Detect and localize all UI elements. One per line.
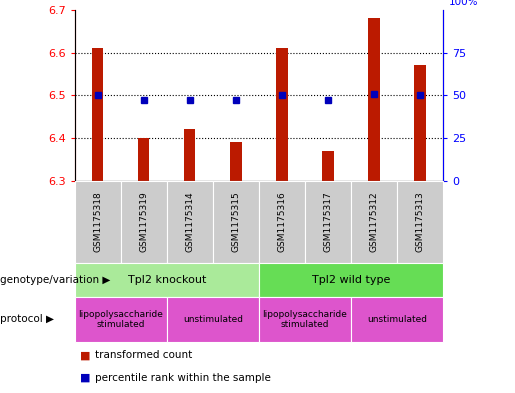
Text: GSM1175318: GSM1175318 <box>93 192 102 252</box>
Text: lipopolysaccharide
stimulated: lipopolysaccharide stimulated <box>78 310 163 329</box>
Text: ■: ■ <box>80 350 90 360</box>
Text: 100%: 100% <box>449 0 478 7</box>
Bar <box>92 48 104 181</box>
Text: lipopolysaccharide
stimulated: lipopolysaccharide stimulated <box>262 310 347 329</box>
Text: Tpl2 wild type: Tpl2 wild type <box>312 275 390 285</box>
Text: GSM1175319: GSM1175319 <box>139 192 148 252</box>
Bar <box>322 151 334 181</box>
Text: percentile rank within the sample: percentile rank within the sample <box>95 373 271 383</box>
Text: GSM1175312: GSM1175312 <box>369 192 379 252</box>
Bar <box>184 129 196 181</box>
Bar <box>414 65 425 181</box>
Text: ■: ■ <box>80 373 90 383</box>
Text: GSM1175314: GSM1175314 <box>185 192 194 252</box>
Bar <box>368 18 380 181</box>
Text: protocol ▶: protocol ▶ <box>0 314 54 324</box>
Text: transformed count: transformed count <box>95 350 193 360</box>
Bar <box>230 142 242 181</box>
Text: Tpl2 knockout: Tpl2 knockout <box>128 275 206 285</box>
Bar <box>138 138 149 181</box>
Text: GSM1175316: GSM1175316 <box>277 192 286 252</box>
Text: unstimulated: unstimulated <box>367 315 427 324</box>
Text: GSM1175313: GSM1175313 <box>416 192 424 252</box>
Text: genotype/variation ▶: genotype/variation ▶ <box>0 275 110 285</box>
Text: GSM1175317: GSM1175317 <box>323 192 332 252</box>
Text: GSM1175315: GSM1175315 <box>231 192 241 252</box>
Bar <box>276 48 287 181</box>
Text: unstimulated: unstimulated <box>183 315 243 324</box>
